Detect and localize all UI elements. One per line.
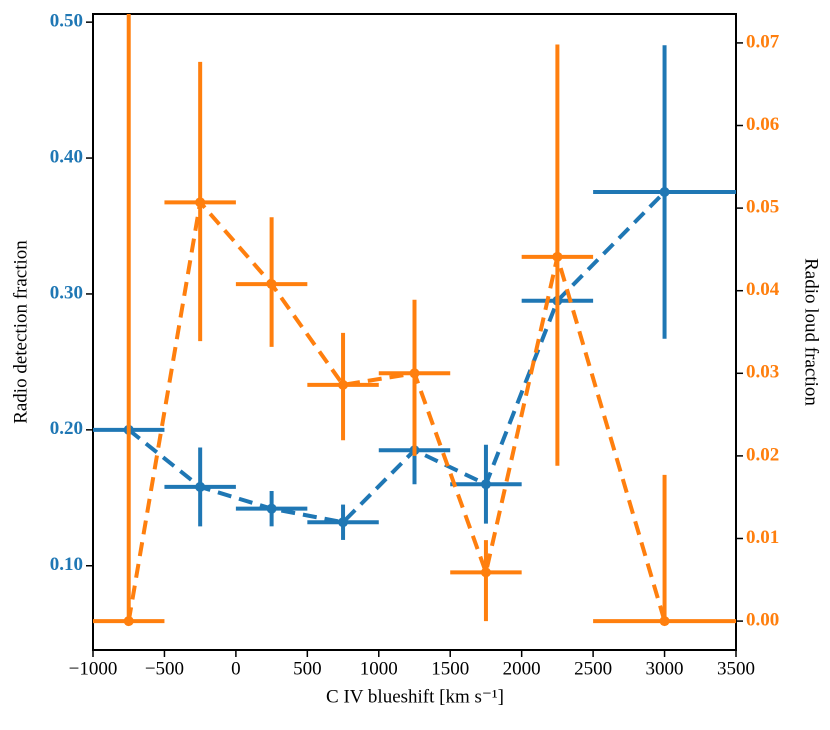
y2-tick-label: 0.01: [746, 527, 779, 548]
x-axis-label: C IV blueshift [km s⁻¹]: [326, 686, 504, 707]
point: [338, 379, 349, 390]
x-tick-label: 1000: [360, 658, 398, 679]
point: [409, 368, 420, 379]
dashed-line: [127, 190, 666, 525]
y-tick-label: 0.10: [50, 554, 83, 575]
point: [195, 197, 206, 208]
x-tick-label: −1000: [69, 658, 118, 679]
point: [195, 481, 206, 492]
y2-tick-label: 0.05: [746, 196, 779, 217]
y2-tick-label: 0.07: [746, 31, 780, 52]
y-tick-label: 0.20: [50, 418, 83, 439]
point: [266, 503, 277, 514]
point: [338, 517, 349, 528]
y-tick-label: 0.50: [50, 11, 83, 32]
y2-axis-label: Radio loud fraction: [801, 258, 822, 406]
point: [480, 567, 491, 578]
plot-frame: [92, 13, 737, 651]
point: [266, 279, 277, 290]
y2-tick-label: 0.00: [746, 609, 779, 630]
x-tick-label: 2000: [503, 658, 541, 679]
point: [552, 251, 563, 262]
y2-tick-label: 0.04: [746, 279, 780, 300]
y2-tick-label: 0.02: [746, 444, 779, 465]
x-tick-label: −500: [145, 658, 184, 679]
x-tick-label: 3500: [717, 658, 755, 679]
y-tick-label: 0.30: [50, 282, 83, 303]
point: [480, 479, 491, 490]
y-axis-label: Radio detection fraction: [10, 240, 31, 424]
x-tick-label: 1500: [431, 658, 469, 679]
x-tick-label: 0: [231, 658, 241, 679]
y2-tick-label: 0.06: [746, 114, 779, 135]
dashed-line: [126, 197, 667, 622]
point: [123, 616, 134, 627]
point: [659, 187, 670, 198]
x-tick-label: 500: [293, 658, 322, 679]
point: [659, 616, 670, 627]
y2-tick-label: 0.03: [746, 362, 779, 383]
x-tick-label: 3000: [646, 658, 684, 679]
y-tick-label: 0.40: [50, 146, 83, 167]
x-tick-label: 2500: [574, 658, 612, 679]
